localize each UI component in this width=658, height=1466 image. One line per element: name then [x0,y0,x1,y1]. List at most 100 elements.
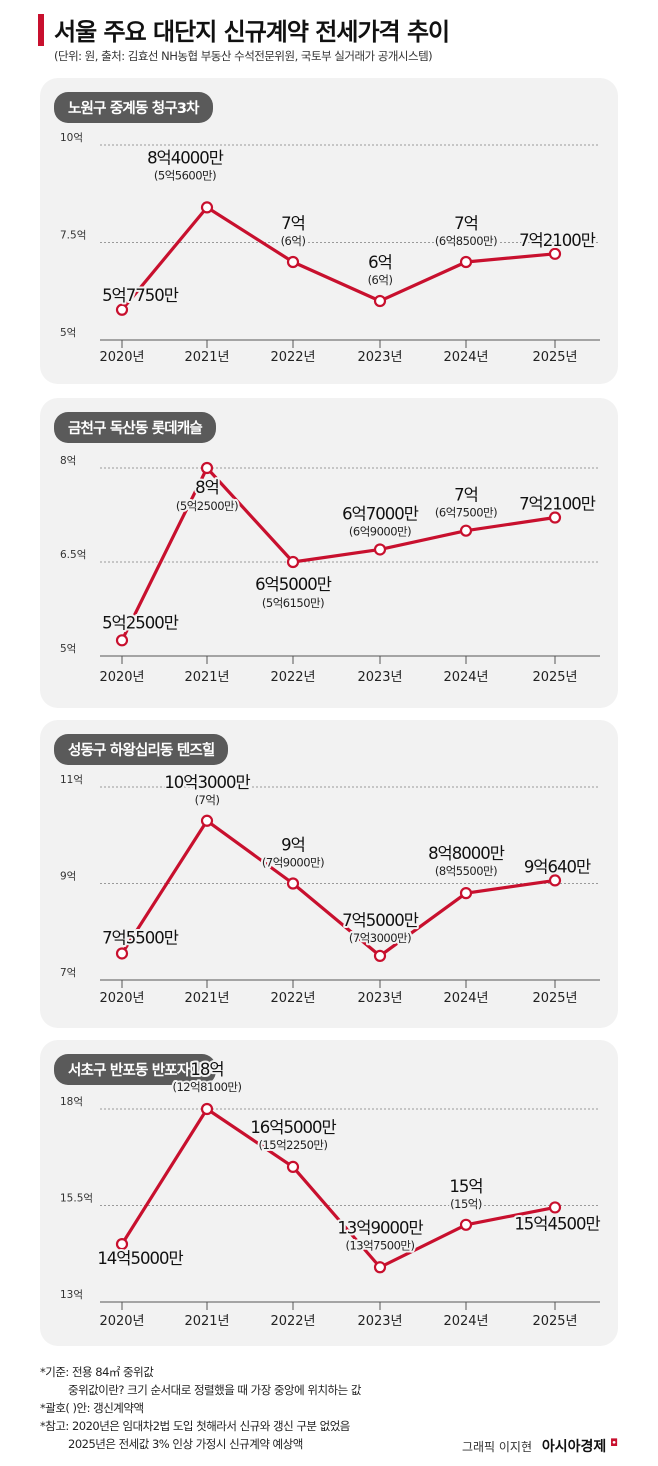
data-label: 7억5500만 [102,928,179,947]
data-point [548,511,562,524]
data-label: 7억2100만 [519,495,596,514]
title-accent-bar [38,14,44,46]
y-tick-label: 13억 [60,1289,83,1301]
data-label: 7억 [454,486,478,505]
chart-title: 노원구 중계동 청구3차 [54,92,213,123]
series-line [120,205,556,311]
x-tick-label: 2022년 [270,350,315,365]
data-point [200,814,214,827]
data-label: 6억7000만 [342,504,419,523]
y-tick-label: 11억 [60,774,83,786]
data-sublabel: (6억) [368,273,393,287]
data-label: 10억3000만 [164,773,250,792]
data-point [548,1201,562,1214]
chart-panel-4: 서초구 반포동 반포자이 18억 15.5억 13억 2020년 2021년 2022년 2… [40,1040,618,1346]
x-tick-label: 2020년 [99,350,144,365]
data-point [373,543,387,556]
data-point [286,877,300,890]
x-tick-label: 2021년 [184,670,229,685]
y-tick-label: 7억 [60,967,76,979]
data-point [373,949,387,962]
x-tick-label: 2023년 [357,350,402,365]
x-tick-label: 2025년 [532,670,577,685]
data-sublabel: (6억8500만) [435,234,497,248]
data-label: 7억2100만 [519,231,596,250]
data-point [548,247,562,260]
chart-title: 금천구 독산동 롯데캐슬 [54,412,216,443]
data-sublabel: (13억7500만) [345,1238,414,1252]
data-point [115,1238,129,1251]
data-sublabel: (12억8100만) [172,1080,241,1094]
data-point [115,303,129,316]
data-sublabel: (7억9000만) [262,856,324,870]
note-basis-detail: 중위값이란? 크기 순서대로 정렬했을 때 가장 중앙에 위치하는 값 [68,1383,361,1397]
line-chart: 8억 6.5억 5억 2020년 2021년 2022년 2023년 2024년 2025년 5억… [60,455,600,685]
y-tick-label: 8억 [60,455,76,467]
data-label: 9억 [281,836,305,855]
data-point [200,461,214,475]
data-label: 8억8000만 [428,844,505,863]
y-tick-label: 7.5억 [60,230,86,242]
data-sublabel: (6억) [281,234,306,248]
data-sublabel: (8억5500만) [435,864,497,878]
data-sublabel: (15억) [450,1197,482,1211]
page-title: 서울 주요 대단지 신규계약 전세가격 추이 [54,18,450,46]
data-label: 7억 [281,214,305,233]
x-tick-label: 2022년 [270,991,315,1006]
data-label: 7억 [454,214,478,233]
data-sublabel: (5억5600만) [154,168,216,182]
data-label: 6억 [368,253,392,272]
note-basis: *기준: 전용 84㎡ 중위값 [40,1365,154,1379]
brand-mark-icon: ◘ [610,1438,618,1449]
data-point [286,555,300,569]
x-tick-label: 2020년 [99,670,144,685]
data-sublabel: (6억9000만) [349,524,411,538]
data-point [200,201,214,214]
x-tick-label: 2025년 [532,991,577,1006]
x-tick-label: 2025년 [532,350,577,365]
x-tick-label: 2024년 [443,670,488,685]
data-label: 15억4500만 [514,1214,600,1233]
chart-panel-3: 성동구 하왕십리동 텐즈힐 11억 9억 7억 2020년 2021년 2022년 2023… [40,720,618,1028]
chart-title: 성동구 하왕십리동 텐즈힐 [54,734,229,765]
data-point [200,1102,214,1116]
chart-panel-1: 노원구 중계동 청구3차 10억 7.5억 5억 2020년 2021년 2022년 202… [40,78,618,384]
data-point [115,634,129,647]
chart-panel-2: 금천구 독산동 롯데캐슬 8억 6.5억 5억 2020년 2021년 2022년 2023… [40,398,618,708]
y-tick-label: 9억 [60,871,76,883]
chart-title: 서초구 반포동 반포자이 [54,1054,216,1085]
y-tick-label: 18억 [60,1096,83,1108]
y-tick-label: 6.5억 [60,549,86,561]
data-label: 18억 [190,1060,223,1079]
x-tick-label: 2020년 [99,991,144,1006]
data-sublabel: (7억3000만) [349,931,411,945]
data-sublabel: (15억2250만) [258,1138,327,1152]
line-chart: 18억 15.5억 13억 2020년 2021년 2022년 2023년 2024년 2025… [60,1058,603,1329]
data-label: 5억2500만 [102,613,179,632]
x-tick-label: 2022년 [270,1314,315,1329]
data-sublabel: (7억) [195,793,220,807]
series-line [120,1107,556,1269]
x-tick-label: 2024년 [443,1314,488,1329]
data-point [115,947,129,960]
series-line [120,819,556,958]
x-tick-label: 2023년 [357,670,402,685]
data-sublabel: (5억6150만) [262,596,324,610]
footnotes: *기준: 전용 84㎡ 중위값 중위값이란? 크기 순서대로 정렬했을 때 가장… [40,1363,361,1453]
data-point [373,294,387,308]
data-label: 9억640만 [524,857,591,876]
data-sublabel: (5억2500만) [176,499,238,513]
data-point [286,1160,300,1174]
series-line [120,466,556,642]
y-tick-label: 5억 [60,643,76,655]
x-tick-label: 2021년 [184,350,229,365]
x-tick-label: 2021년 [184,1314,229,1329]
graphic-credit: 그래픽 이지현 [461,1440,533,1454]
data-label: 13억9000만 [337,1218,423,1237]
note-parentheses: *괄호( )안: 갱신계약액 [40,1401,144,1415]
data-label: 16억5000만 [250,1118,336,1137]
data-label: 8억4000만 [147,148,224,167]
x-tick-label: 2024년 [443,991,488,1006]
line-chart: 11억 9억 7억 2020년 2021년 2022년 2023년 2024년 2025년 7억5… [60,771,600,1006]
data-label: 7억5000만 [342,911,419,930]
